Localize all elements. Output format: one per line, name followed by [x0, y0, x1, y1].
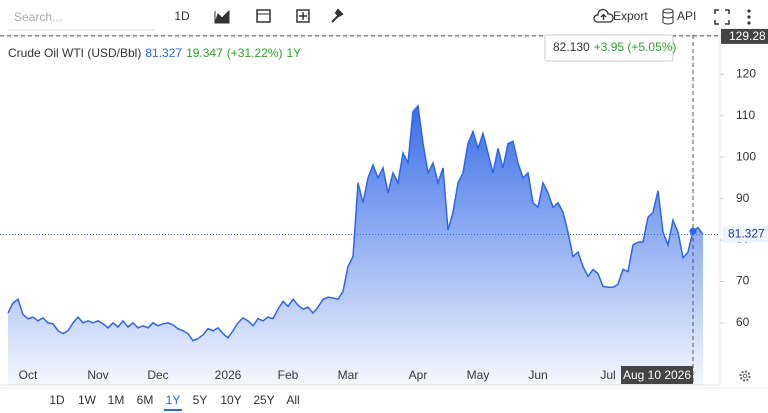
- range-button[interactable]: 25Y: [253, 393, 274, 407]
- range-button[interactable]: 1M: [108, 393, 125, 407]
- crosshair-dot: [689, 227, 697, 235]
- range-button[interactable]: 6M: [137, 393, 154, 407]
- range-button[interactable]: 10Y: [220, 393, 241, 407]
- tooltip: 82.130 +3.95 (+5.05%): [553, 40, 676, 54]
- calendar-icon[interactable]: [256, 9, 271, 23]
- export-icon[interactable]: [593, 8, 614, 23]
- y-tick-label: 90: [736, 191, 750, 205]
- area: [8, 105, 703, 385]
- crosshair-y-label: 129.28: [729, 29, 766, 43]
- legend-change: 19.347: [186, 46, 223, 60]
- tooltip-box: [544, 34, 674, 62]
- tools-icon[interactable]: [331, 8, 344, 23]
- crosshair-y-box: [721, 28, 768, 44]
- export-button[interactable]: Export: [613, 9, 648, 23]
- api-icon-body: [662, 11, 674, 25]
- legend-change-pct: (+31.22%): [227, 46, 283, 60]
- tooltip-change: +3.95 (+5.05%): [594, 40, 677, 54]
- last-value-label: 81.327: [728, 227, 765, 241]
- tooltip-value: 82.130: [553, 40, 590, 54]
- range-button[interactable]: 1D: [49, 393, 65, 407]
- api-button[interactable]: API: [677, 9, 696, 23]
- chart-type-icon[interactable]: [214, 9, 230, 24]
- plot: 60708090100110120OctNovDec2026FebMarAprM…: [0, 28, 768, 385]
- crosshair-x-label: Aug 10 2026: [623, 368, 691, 382]
- y-tick-label: 70: [736, 274, 750, 288]
- y-tick-label: 120: [736, 67, 756, 81]
- legend-period: 1Y: [286, 46, 301, 60]
- menu-icon[interactable]: [747, 9, 751, 25]
- range-button[interactable]: 5Y: [193, 393, 208, 407]
- api-icon[interactable]: [662, 8, 674, 14]
- indicator-icon-plus: [299, 12, 307, 20]
- last-value-box: [722, 226, 768, 243]
- settings-icon[interactable]: [739, 370, 751, 382]
- legend: Crude Oil WTI (USD/Bbl) 81.327 19.347 (+31.…: [8, 46, 301, 60]
- legend-last: 81.327: [145, 46, 182, 60]
- y-tick-label: 110: [736, 108, 755, 122]
- y-tick-label: 100: [736, 149, 756, 163]
- range-button[interactable]: 1Y: [166, 393, 181, 407]
- interval-button[interactable]: 1D: [174, 9, 190, 23]
- crosshair-x-box: [621, 366, 693, 384]
- indicator-icon[interactable]: [296, 9, 310, 23]
- y-tick-label: 60: [736, 315, 750, 329]
- range-button[interactable]: 1W: [78, 393, 97, 407]
- toolbar: Search... 1D Export API: [8, 8, 751, 31]
- range-button[interactable]: All: [286, 393, 299, 407]
- line: [7, 104, 704, 342]
- search-box[interactable]: Search...: [14, 10, 62, 24]
- fullscreen-icon[interactable]: [714, 9, 730, 25]
- legend-title: Crude Oil WTI (USD/Bbl): [8, 46, 141, 60]
